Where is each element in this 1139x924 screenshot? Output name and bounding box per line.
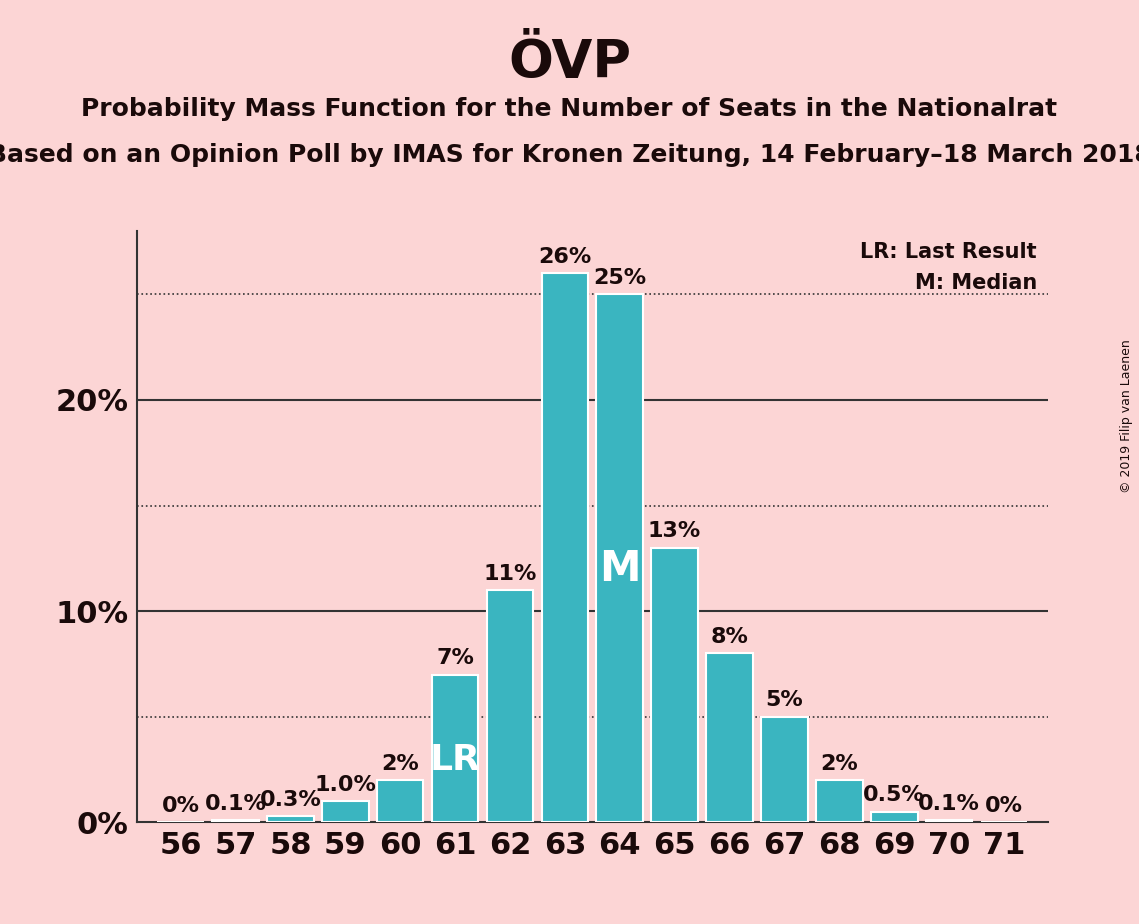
Text: ÖVP: ÖVP <box>508 37 631 89</box>
Bar <box>486 590 533 822</box>
Bar <box>816 780 862 822</box>
Text: 2%: 2% <box>820 754 858 773</box>
Bar <box>212 821 259 822</box>
Bar <box>926 821 973 822</box>
Text: 0.5%: 0.5% <box>863 785 925 806</box>
Text: Based on an Opinion Poll by IMAS for Kronen Zeitung, 14 February–18 March 2018: Based on an Opinion Poll by IMAS for Kro… <box>0 143 1139 167</box>
Text: 1.0%: 1.0% <box>314 775 376 795</box>
Text: 0%: 0% <box>985 796 1023 816</box>
Text: LR: Last Result: LR: Last Result <box>860 241 1036 261</box>
Text: © 2019 Filip van Laenen: © 2019 Filip van Laenen <box>1121 339 1133 492</box>
Text: 11%: 11% <box>483 564 536 584</box>
Bar <box>652 548 698 822</box>
Text: 7%: 7% <box>436 648 474 668</box>
Bar <box>541 274 588 822</box>
Bar <box>267 816 313 822</box>
Text: 0.1%: 0.1% <box>918 794 980 814</box>
Text: 0.1%: 0.1% <box>205 794 267 814</box>
Text: LR: LR <box>429 743 481 777</box>
Text: M: Median: M: Median <box>915 274 1036 293</box>
Bar <box>432 675 478 822</box>
Bar <box>597 295 644 822</box>
Text: 2%: 2% <box>382 754 419 773</box>
Text: 0%: 0% <box>162 796 199 816</box>
Text: Probability Mass Function for the Number of Seats in the Nationalrat: Probability Mass Function for the Number… <box>81 97 1058 121</box>
Text: 5%: 5% <box>765 690 803 711</box>
Bar <box>377 780 424 822</box>
Text: 0.3%: 0.3% <box>260 790 321 809</box>
Text: M: M <box>599 548 640 590</box>
Text: 26%: 26% <box>539 247 591 267</box>
Text: 8%: 8% <box>711 627 748 647</box>
Bar <box>761 717 808 822</box>
Text: 13%: 13% <box>648 521 702 541</box>
Bar <box>871 812 918 822</box>
Bar <box>322 801 369 822</box>
Text: 25%: 25% <box>593 268 646 288</box>
Bar <box>706 653 753 822</box>
